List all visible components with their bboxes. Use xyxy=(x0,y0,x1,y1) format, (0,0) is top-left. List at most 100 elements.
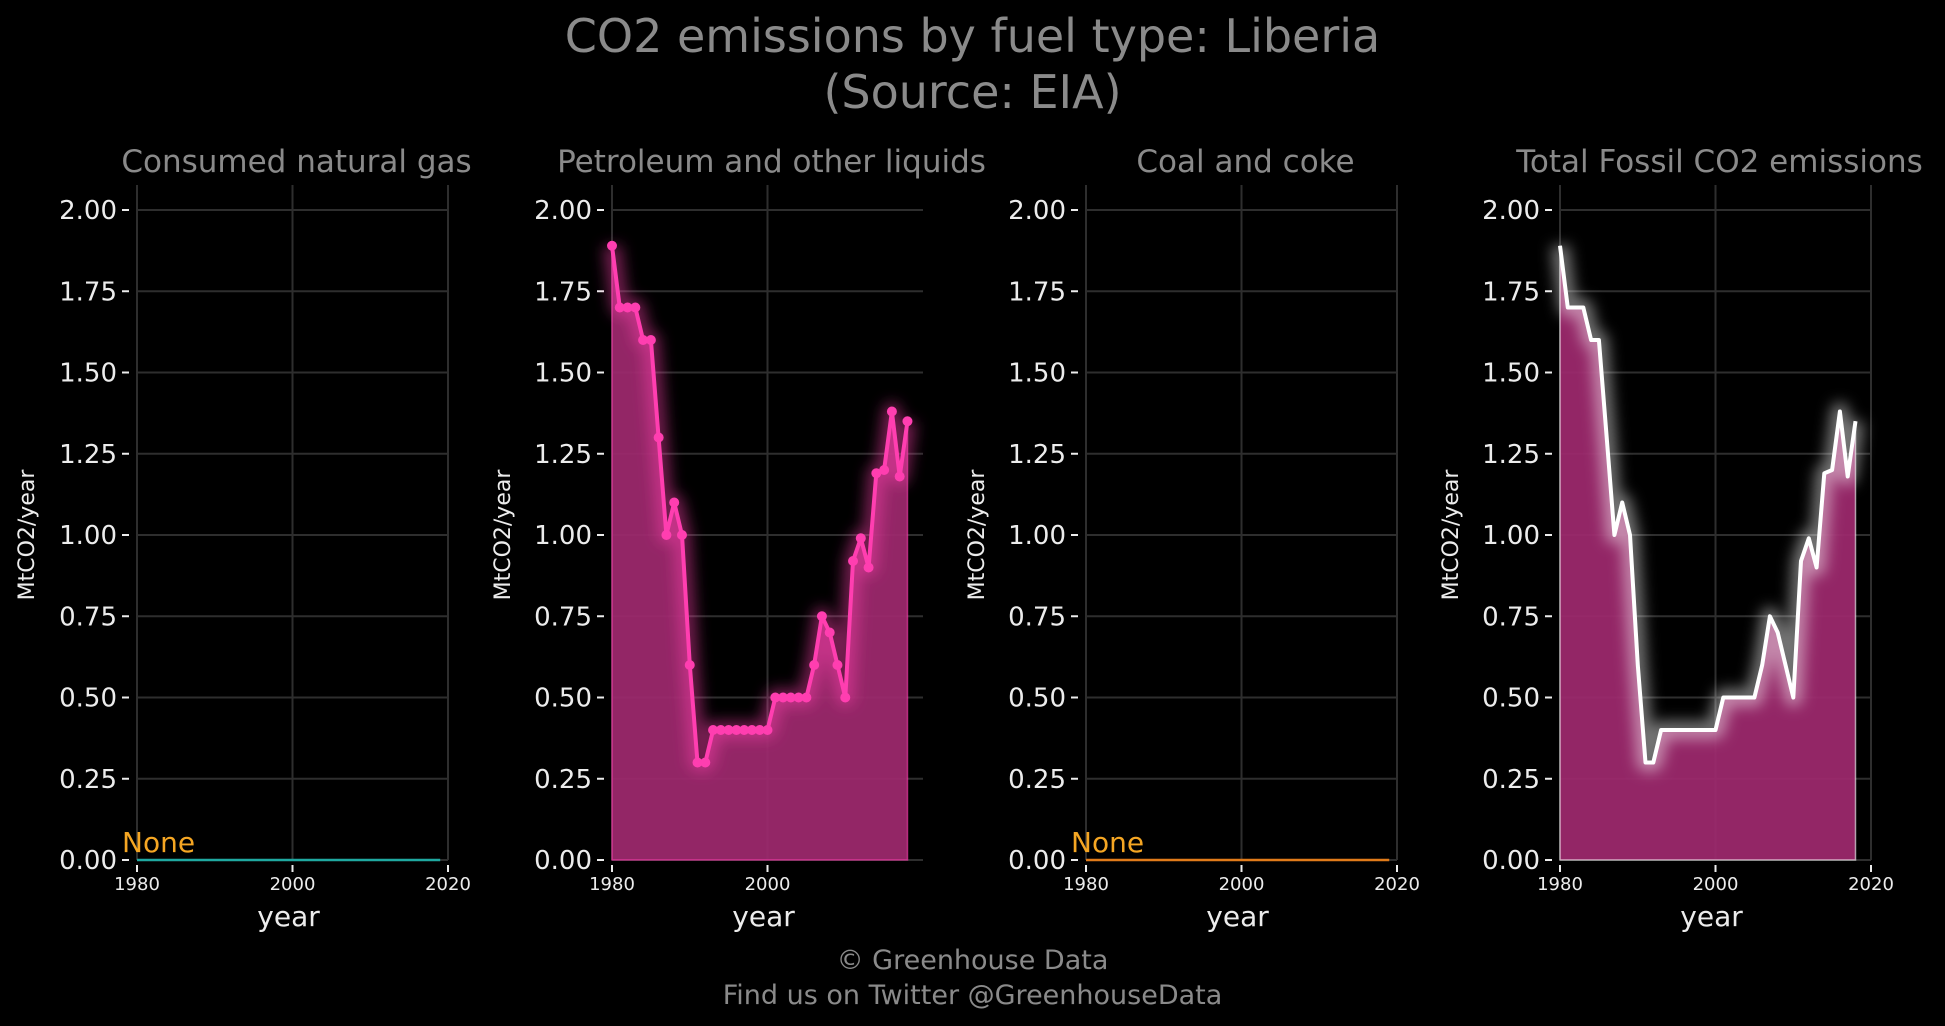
data-point xyxy=(785,692,796,703)
data-point xyxy=(630,302,641,313)
data-point xyxy=(848,556,859,566)
y-axis-label: MtCO2/year xyxy=(491,469,516,601)
data-point xyxy=(638,335,649,345)
panel-title: Total Fossil CO2 emissions xyxy=(1515,144,1923,180)
x-tick-label: 2020 xyxy=(1848,874,1894,895)
data-point xyxy=(793,692,804,703)
x-tick-label: 1980 xyxy=(1537,874,1583,895)
y-tick-label: 0.75 xyxy=(534,602,592,632)
data-point xyxy=(746,725,757,735)
data-point xyxy=(840,692,851,703)
y-tick-label: 0.25 xyxy=(1482,765,1540,795)
y-tick-label: 1.75 xyxy=(59,277,117,307)
y-tick-label: 2.00 xyxy=(1008,196,1066,226)
data-point xyxy=(879,465,890,475)
footer-copyright: © Greenhouse Data xyxy=(836,945,1109,976)
data-point xyxy=(669,497,680,508)
x-axis-label: year xyxy=(1206,900,1269,933)
data-point xyxy=(770,692,781,703)
data-point xyxy=(863,562,874,573)
data-point xyxy=(871,468,882,479)
data-point xyxy=(700,757,711,768)
x-axis-label: year xyxy=(732,900,795,933)
footer-twitter: Find us on Twitter @GreenhouseData xyxy=(722,980,1223,1011)
y-tick-label: 2.00 xyxy=(534,196,592,226)
data-point xyxy=(731,725,742,735)
y-tick-label: 1.00 xyxy=(1482,521,1540,551)
y-tick-label: 1.50 xyxy=(59,359,117,389)
chart-panel-2: Petroleum and other liquids 0.00 0.25 0.50 0… xyxy=(491,144,986,933)
y-tick-label: 0.25 xyxy=(1008,765,1066,795)
chart-panel-1: Consumed natural gas 0.00 0.25 0.50 0.75 1.00… xyxy=(15,144,472,933)
x-tick-label: 1980 xyxy=(589,874,635,895)
y-tick-label: 1.00 xyxy=(59,521,117,551)
y-axis-label: MtCO2/year xyxy=(965,469,990,601)
data-point xyxy=(622,302,633,313)
y-tick-label: 1.00 xyxy=(1008,521,1066,551)
chart-panel-4: Total Fossil CO2 emissions 0.00 0.25 0.50 0.… xyxy=(1439,144,1923,933)
y-tick-label: 2.00 xyxy=(59,196,117,226)
data-point xyxy=(715,725,726,735)
x-axis-label: year xyxy=(257,900,320,933)
y-tick-label: 2.00 xyxy=(1482,196,1540,226)
y-tick-label: 0.00 xyxy=(1008,846,1066,876)
x-tick-label: 2000 xyxy=(1693,874,1739,895)
data-point xyxy=(708,725,719,735)
y-tick-label: 0.00 xyxy=(1482,846,1540,876)
y-tick-label: 0.25 xyxy=(534,765,592,795)
y-tick-label: 0.75 xyxy=(1008,602,1066,632)
y-tick-label: 0.50 xyxy=(59,684,117,714)
data-point xyxy=(894,471,905,482)
data-point xyxy=(832,660,843,670)
data-point xyxy=(739,725,750,735)
x-tick-label: 1980 xyxy=(1063,874,1109,895)
data-point xyxy=(809,660,820,670)
chart-title: CO2 emissions by fuel type: Liberia (Sou… xyxy=(0,8,1945,120)
none-annotation: None xyxy=(122,826,195,859)
y-tick-label: 1.75 xyxy=(1008,277,1066,307)
y-tick-label: 0.00 xyxy=(534,846,592,876)
data-point xyxy=(778,692,789,703)
y-tick-label: 1.25 xyxy=(534,440,592,470)
data-point xyxy=(754,725,765,735)
data-point xyxy=(645,335,656,345)
data-point xyxy=(661,530,672,540)
data-point xyxy=(902,416,913,427)
y-axis-label: MtCO2/year xyxy=(15,469,40,601)
data-point xyxy=(614,302,625,313)
data-point xyxy=(816,611,827,622)
data-point xyxy=(824,627,835,638)
y-tick-label: 0.50 xyxy=(1482,684,1540,714)
panel-title: Consumed natural gas xyxy=(121,144,471,180)
data-point xyxy=(762,725,773,735)
data-point xyxy=(607,240,617,251)
y-tick-label: 0.50 xyxy=(534,684,592,714)
data-point xyxy=(855,533,866,544)
y-tick-label: 0.50 xyxy=(1008,684,1066,714)
chart-title-line1: CO2 emissions by fuel type: Liberia xyxy=(564,9,1381,63)
data-point xyxy=(684,660,695,670)
none-annotation: None xyxy=(1071,826,1144,859)
y-tick-label: 0.25 xyxy=(59,765,117,795)
panel-title: Coal and coke xyxy=(1136,144,1354,180)
y-tick-label: 1.50 xyxy=(534,359,592,389)
y-tick-label: 0.75 xyxy=(1482,602,1540,632)
y-tick-label: 1.25 xyxy=(59,440,117,470)
y-tick-label: 1.50 xyxy=(1482,359,1540,389)
data-point xyxy=(886,406,897,417)
data-point xyxy=(653,432,664,443)
data-point xyxy=(676,530,687,540)
series-line xyxy=(1558,245,1858,765)
chart-title-line2: (Source: EIA) xyxy=(823,65,1122,119)
y-tick-label: 1.25 xyxy=(1008,440,1066,470)
y-tick-label: 1.75 xyxy=(1482,277,1540,307)
data-point xyxy=(692,757,703,768)
y-axis-label: MtCO2/year xyxy=(1439,469,1464,601)
x-tick-label: 2000 xyxy=(1219,874,1265,895)
y-tick-label: 0.00 xyxy=(59,846,117,876)
x-tick-label: 2000 xyxy=(745,874,791,895)
data-point xyxy=(723,725,734,735)
panel-title: Petroleum and other liquids xyxy=(557,144,986,180)
y-tick-label: 1.75 xyxy=(534,277,592,307)
